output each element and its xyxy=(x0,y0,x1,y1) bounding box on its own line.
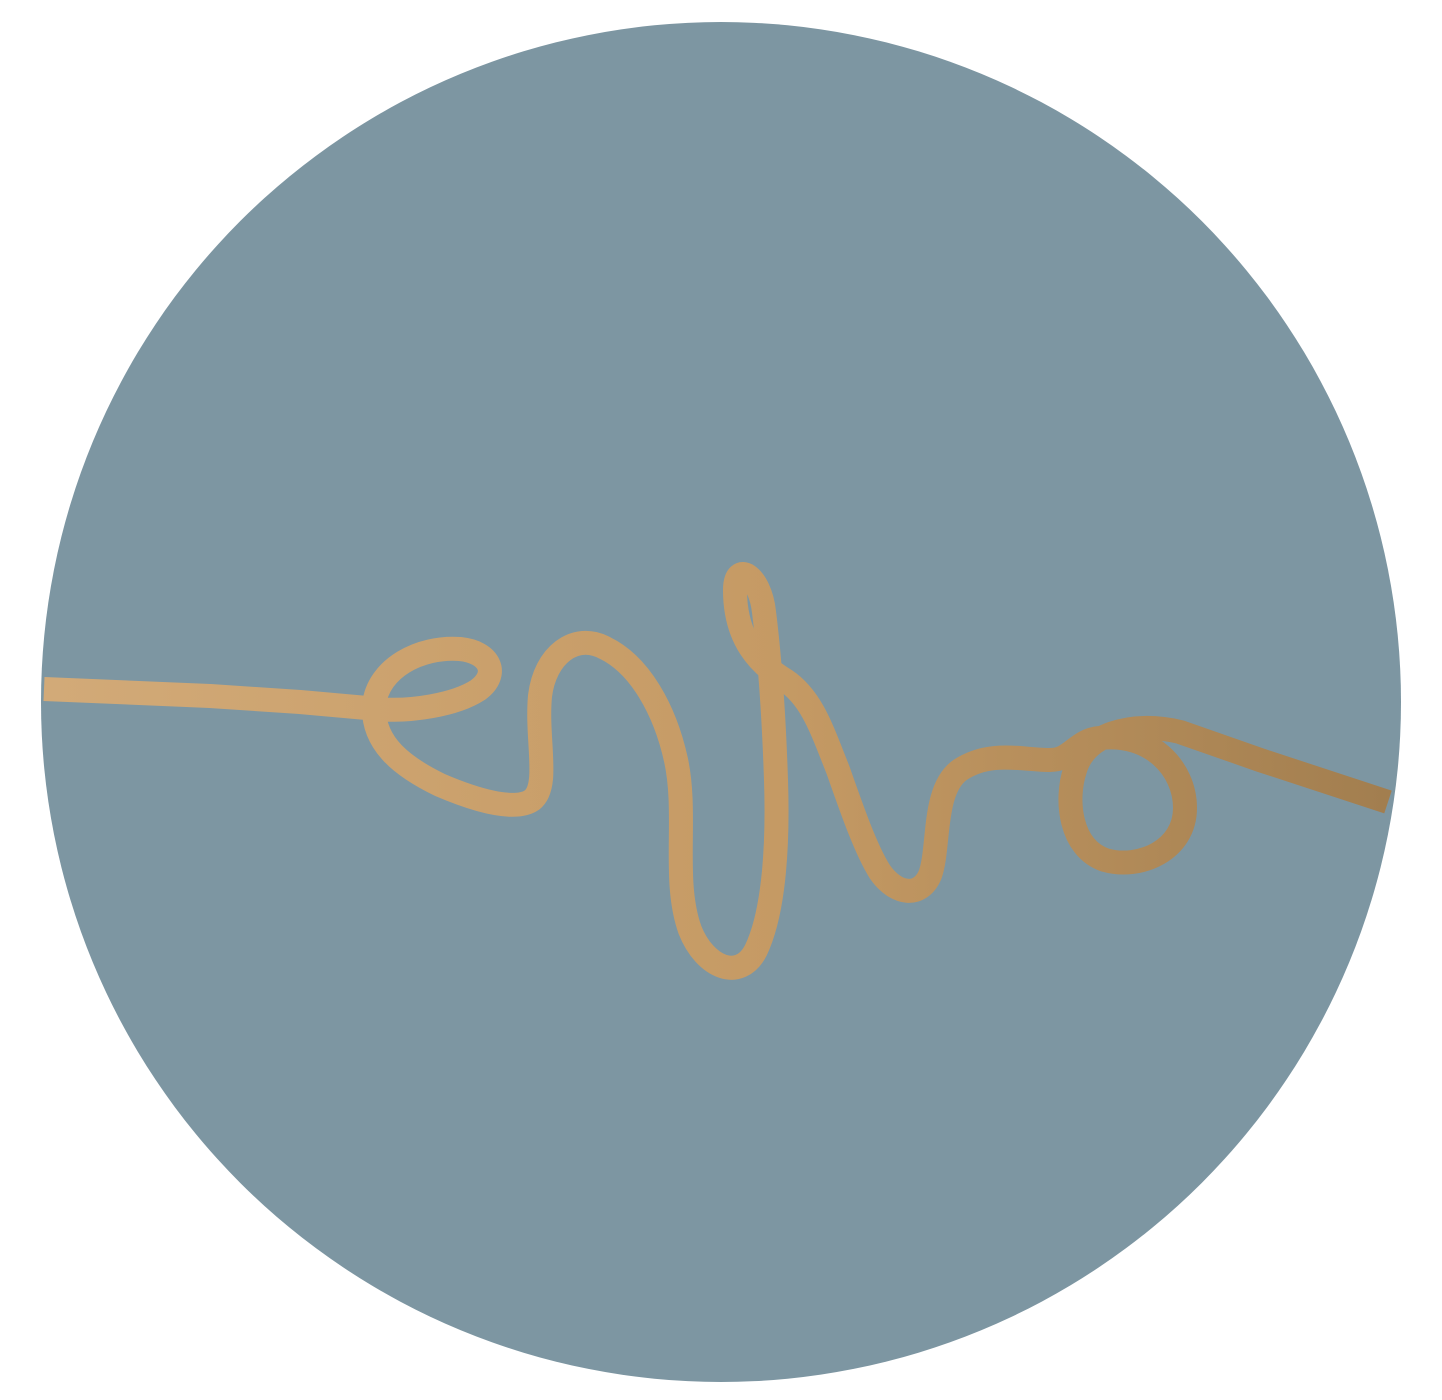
gold-wave-line xyxy=(43,562,1392,980)
background-disc xyxy=(41,22,1401,1382)
